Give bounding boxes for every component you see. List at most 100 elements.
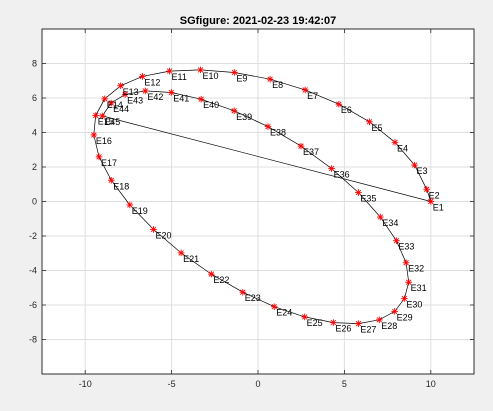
data-point-e4 <box>391 139 399 146</box>
y-tick-label: 8 <box>32 59 37 69</box>
point-label-e44: E44 <box>113 104 129 114</box>
data-point-e40 <box>197 95 205 103</box>
data-point-e9 <box>231 69 238 76</box>
data-point-e22 <box>208 270 215 278</box>
data-point-e23 <box>239 288 247 296</box>
point-label-e38: E38 <box>270 128 286 138</box>
y-tick-label: -8 <box>29 335 37 345</box>
y-tick-label: -6 <box>29 300 37 310</box>
data-point-e32 <box>402 259 410 267</box>
data-point-e33 <box>393 237 400 244</box>
y-tick-label: 0 <box>32 197 37 207</box>
data-point-e30 <box>401 295 408 302</box>
data-point-e26 <box>330 319 337 326</box>
data-point-e15 <box>92 112 100 119</box>
x-tick-label: 0 <box>255 379 260 389</box>
x-tick-label: 5 <box>342 379 347 389</box>
data-point-e19 <box>126 201 134 209</box>
point-label-e43: E43 <box>127 95 143 105</box>
point-label-e39: E39 <box>236 112 252 122</box>
data-point-e1 <box>427 198 435 205</box>
point-label-e27: E27 <box>360 325 376 335</box>
data-point-e36 <box>328 165 335 172</box>
data-point-e5 <box>366 118 373 126</box>
point-label-e7: E7 <box>307 91 318 101</box>
y-tick-label: 2 <box>32 162 37 172</box>
point-label-e42: E42 <box>147 92 163 102</box>
data-point-e28 <box>376 316 383 324</box>
data-point-e11 <box>166 67 173 75</box>
y-tick-label: -4 <box>29 266 37 276</box>
point-label-e35: E35 <box>360 194 376 204</box>
point-label-e28: E28 <box>381 321 397 331</box>
point-label-e40: E40 <box>203 100 219 110</box>
point-label-e37: E37 <box>303 147 319 157</box>
point-label-e26: E26 <box>335 324 351 334</box>
point-label-e11: E11 <box>172 72 187 82</box>
point-label-e21: E21 <box>183 254 199 264</box>
point-label-e29: E29 <box>397 312 413 322</box>
data-point-e24 <box>270 303 278 311</box>
point-label-e41: E41 <box>173 93 189 103</box>
point-label-e16: E16 <box>96 136 112 146</box>
point-label-e9: E9 <box>236 73 247 83</box>
data-point-e31 <box>405 278 412 286</box>
point-label-e15: E15 <box>98 116 114 126</box>
data-point-e6 <box>335 100 343 108</box>
point-label-e45: E45 <box>104 117 120 127</box>
y-tick-label: -2 <box>29 231 37 241</box>
data-point-e17 <box>95 153 103 161</box>
y-tick-label: 6 <box>32 93 37 103</box>
data-point-e10 <box>197 66 204 74</box>
data-point-e34 <box>377 213 384 221</box>
point-label-e17: E17 <box>101 158 117 168</box>
axes-frame <box>41 28 475 375</box>
point-label-e25: E25 <box>307 318 323 328</box>
data-point-e12 <box>139 73 146 80</box>
data-point-e18 <box>107 176 115 184</box>
point-label-e8: E8 <box>272 80 283 90</box>
data-point-e29 <box>391 308 398 315</box>
data-point-e14 <box>101 95 109 103</box>
data-point-e44 <box>107 99 115 107</box>
grid-lines <box>42 29 474 374</box>
data-point-e16 <box>90 131 98 139</box>
point-label-e32: E32 <box>408 264 424 274</box>
x-tick-label: -10 <box>79 379 92 389</box>
point-label-e4: E4 <box>397 143 408 153</box>
point-label-e1: E1 <box>433 203 444 213</box>
point-label-e36: E36 <box>334 170 350 180</box>
point-label-e24: E24 <box>276 308 292 318</box>
point-label-e18: E18 <box>113 181 129 191</box>
x-tick-label: -5 <box>168 379 176 389</box>
data-point-e45 <box>99 112 106 120</box>
data-point-e42 <box>142 87 149 95</box>
point-label-e14: E14 <box>107 100 123 110</box>
data-point-e39 <box>230 107 238 115</box>
data-point-e3 <box>411 161 418 169</box>
point-label-e34: E34 <box>382 218 398 228</box>
y-tick-label: 4 <box>32 128 37 138</box>
data-point-e27 <box>355 320 362 327</box>
point-label-e20: E20 <box>155 230 171 240</box>
data-point-e43 <box>121 91 129 98</box>
point-label-e5: E5 <box>371 123 382 133</box>
point-label-e2: E2 <box>429 190 440 200</box>
point-label-e3: E3 <box>417 166 428 176</box>
point-label-e19: E19 <box>132 206 148 216</box>
point-label-e6: E6 <box>341 105 352 115</box>
data-markers <box>90 66 435 327</box>
data-point-e2 <box>423 185 430 193</box>
point-label-e31: E31 <box>411 283 427 293</box>
connecting-line <box>93 69 432 324</box>
point-label-e10: E10 <box>202 71 218 81</box>
data-point-e38 <box>264 123 272 130</box>
chart-title: SGfigure: 2021-02-23 19:42:07 <box>180 15 337 27</box>
data-point-e35 <box>355 189 362 196</box>
point-label-e12: E12 <box>144 77 160 87</box>
point-label-e13: E13 <box>123 87 139 97</box>
data-point-e25 <box>301 313 308 321</box>
point-label-e33: E33 <box>398 242 414 252</box>
